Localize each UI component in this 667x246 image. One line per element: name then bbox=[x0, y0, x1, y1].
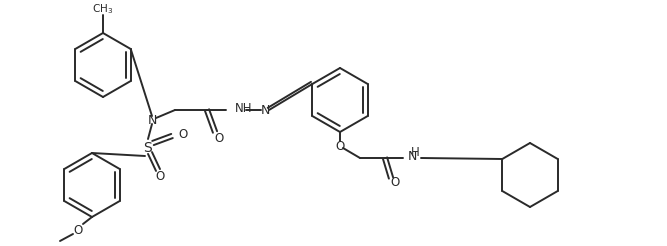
Text: N: N bbox=[408, 151, 418, 164]
Text: N: N bbox=[147, 113, 157, 126]
Text: O: O bbox=[73, 225, 83, 237]
Text: O: O bbox=[336, 139, 345, 153]
Text: S: S bbox=[143, 141, 152, 155]
Text: O: O bbox=[178, 127, 187, 140]
Text: H: H bbox=[411, 147, 420, 159]
Text: O: O bbox=[390, 176, 400, 189]
Text: N: N bbox=[260, 104, 269, 117]
Text: O: O bbox=[155, 170, 165, 184]
Text: CH$_3$: CH$_3$ bbox=[93, 2, 113, 16]
Text: NH: NH bbox=[235, 103, 253, 116]
Text: O: O bbox=[214, 132, 223, 144]
